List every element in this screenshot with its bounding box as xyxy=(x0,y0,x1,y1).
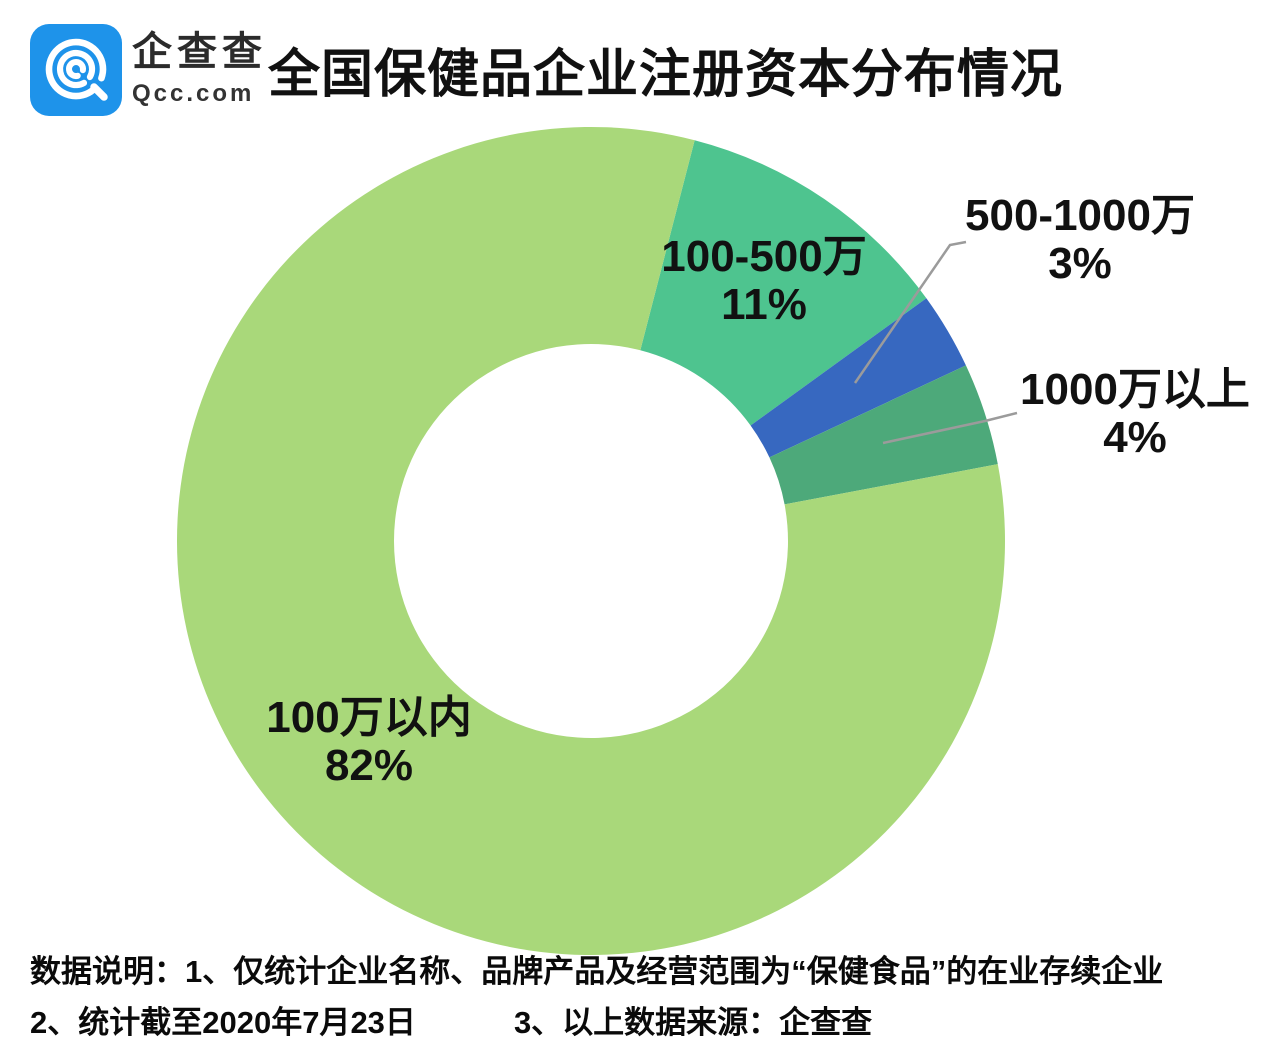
pie-slice-100-500万 xyxy=(640,140,927,426)
qcc-logo-text: 企查查 Qcc.com xyxy=(132,30,272,108)
slice-label-1000w-plus: 1000万以上 4% xyxy=(1020,366,1250,462)
slice-label-under-100w: 100万以内 82% xyxy=(266,694,471,790)
footnote-3: 3、以上数据来源：企查查 xyxy=(513,1005,873,1040)
slice-label-under-100w-text: 100万以内 xyxy=(266,693,472,742)
slice-label-500-1000w-text: 500-1000万 xyxy=(965,191,1195,240)
leader-line-500-1000w xyxy=(853,240,967,384)
pie-slices xyxy=(176,127,1005,956)
slice-label-under-100w-pct: 82% xyxy=(324,740,414,790)
slice-label-500-1000w-pct: 3% xyxy=(1048,238,1112,288)
logo-name-cn: 企查查 xyxy=(132,30,267,74)
slice-label-500-1000w: 500-1000万 3% xyxy=(965,192,1195,288)
qcc-logo-icon xyxy=(30,24,122,116)
slice-label-1000w-plus-pct: 4% xyxy=(1103,412,1167,462)
slice-label-100-500w-pct: 11% xyxy=(721,279,807,329)
pie-slice-1000万以上 xyxy=(769,365,998,505)
footnote-2: 2、统计截至2020年7月23日 xyxy=(30,1005,416,1040)
slice-label-100-500w: 100-500万 11% xyxy=(661,233,866,329)
footnote-1: 数据说明：1、仅统计企业名称、品牌产品及经营范围为“保健食品”的在业存续企业 xyxy=(30,954,1164,989)
slice-label-100-500w-text: 100-500万 xyxy=(661,232,867,281)
footnotes: 数据说明：1、仅统计企业名称、品牌产品及经营范围为“保健食品”的在业存续企业 2… xyxy=(30,956,1250,1038)
page-title: 全国保健品企业注册资本分布情况 xyxy=(268,46,1064,104)
pie-slice-100万以内 xyxy=(176,127,1005,956)
leader-line-1000w-plus xyxy=(882,411,1018,445)
logo-domain: Qcc.com xyxy=(132,80,255,107)
slice-label-1000w-plus-text: 1000万以上 xyxy=(1020,365,1250,414)
footnote-gap xyxy=(416,1007,514,1038)
